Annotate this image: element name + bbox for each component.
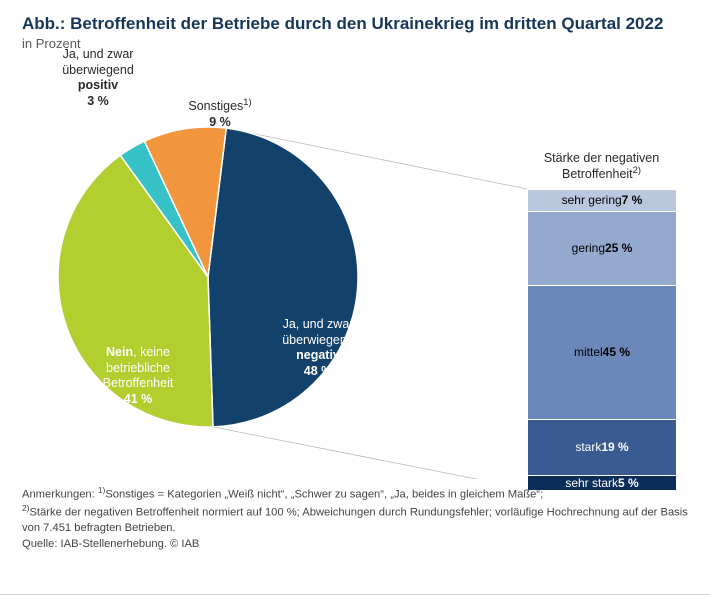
bar-segment-stark: stark 19 % <box>528 419 676 475</box>
chart-source: Quelle: IAB-Stellenerhebung. © IAB <box>22 538 688 550</box>
stacked-bar: sehr gering 7 %gering 25 %mittel 45 %sta… <box>527 189 677 489</box>
notes-label: Anmerkungen: <box>22 489 98 501</box>
pie-label-negativ: Ja, und zwarüberwiegendnegativ48 % <box>263 317 373 380</box>
chart-notes: Anmerkungen: 1)Sonstiges = Kategorien „W… <box>22 485 688 536</box>
pie-label-sonstiges: Sonstiges1)9 % <box>165 97 275 130</box>
pie-label-positiv: Ja, und zwarüberwiegendpositiv3 % <box>43 47 153 110</box>
bar-segment-gering: gering 25 % <box>528 211 676 285</box>
bar-segment-sehr-gering: sehr gering 7 % <box>528 190 676 211</box>
pie-label-nein: Nein, keinebetrieblicheBetroffenheit41 % <box>83 345 193 408</box>
chart-title: Abb.: Betroffenheit der Betriebe durch d… <box>22 14 688 34</box>
chart-area: Ja, und zwarüberwiegendnegativ48 % Nein, … <box>22 59 688 479</box>
pie-slice-negativ <box>208 128 358 427</box>
stacked-bar-title: Stärke der negativenBetroffenheit2) <box>524 151 679 181</box>
bar-segment-mittel: mittel 45 % <box>528 285 676 419</box>
bar-segment-sehr-stark: sehr stark 5 % <box>528 475 676 490</box>
chart-container: Abb.: Betroffenheit der Betriebe durch d… <box>0 0 710 595</box>
